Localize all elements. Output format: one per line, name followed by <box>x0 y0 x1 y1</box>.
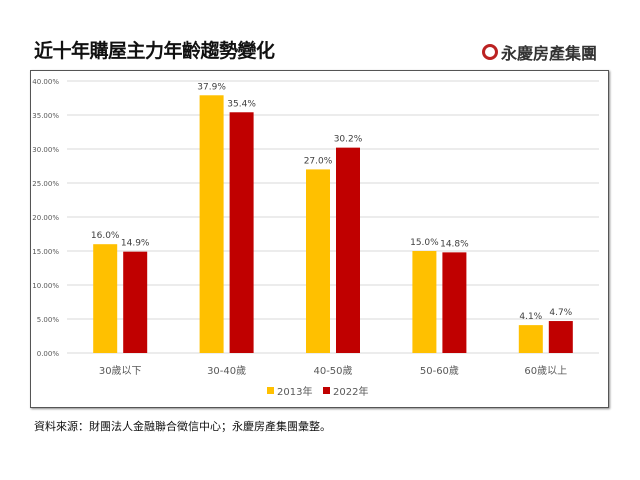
data-label: 14.8% <box>440 239 469 249</box>
data-label: 15.0% <box>410 238 439 248</box>
bar <box>229 112 254 353</box>
bar <box>518 325 543 353</box>
bar <box>412 251 437 353</box>
bar-chart: 0.00% 5.00% 10.00% 15.00% 20.00% 25.00% 30.00%… <box>32 78 599 398</box>
y-tick-label: 20.00% <box>32 214 59 222</box>
y-tick-label: 25.00% <box>32 180 59 188</box>
y-tick-label: 5.00% <box>37 316 60 324</box>
data-label: 35.4% <box>227 99 256 109</box>
x-tick-label: 40-50歲 <box>313 364 352 377</box>
bar <box>199 95 224 353</box>
legend-label: 2013年 <box>277 385 312 398</box>
brand-logo: 永慶房產集團 <box>482 40 597 64</box>
page-title: 近十年購屋主力年齡趨勢變化 <box>34 40 275 62</box>
legend-swatch <box>323 387 330 394</box>
bar <box>93 244 118 353</box>
x-tick-label: 60歲以上 <box>524 364 567 377</box>
y-tick-label: 0.00% <box>37 350 60 358</box>
y-tick-label: 15.00% <box>32 248 59 256</box>
data-label: 14.9% <box>121 239 150 249</box>
data-label: 4.7% <box>549 308 572 318</box>
legend-swatch <box>267 387 274 394</box>
x-tick-label: 30歲以下 <box>99 364 142 377</box>
x-tick-label: 50-60歲 <box>420 364 459 377</box>
data-label: 16.0% <box>91 231 120 241</box>
bar <box>336 147 360 353</box>
logo-icon <box>482 44 498 60</box>
data-label: 30.2% <box>334 135 363 145</box>
y-tick-label: 30.00% <box>32 146 59 154</box>
logo-text: 永慶房產集團 <box>501 44 598 63</box>
bar <box>548 321 573 353</box>
legend-label: 2022年 <box>333 385 368 398</box>
data-label: 37.9% <box>197 82 226 92</box>
bar <box>306 169 330 353</box>
x-tick-label: 30-40歲 <box>207 364 246 377</box>
data-label: 27.0% <box>304 156 333 166</box>
y-tick-label: 10.00% <box>32 282 59 290</box>
bar <box>123 251 148 353</box>
source-note: 資料來源：財團法人金融聯合徵信中心；永慶房產集團彙整。 <box>34 420 331 433</box>
bar <box>442 252 467 353</box>
y-tick-label: 35.00% <box>32 112 59 120</box>
chart-container: 0.00% 5.00% 10.00% 15.00% 20.00% 25.00% 30.00%… <box>30 70 609 408</box>
data-label: 4.1% <box>519 312 542 322</box>
y-tick-label: 40.00% <box>32 78 59 86</box>
